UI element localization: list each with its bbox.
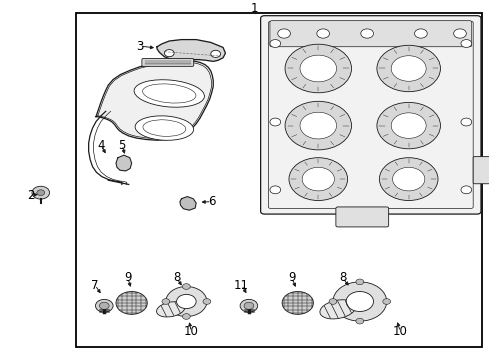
Circle shape [391,56,426,81]
Text: 11: 11 [234,279,249,292]
Circle shape [415,29,427,38]
Circle shape [317,29,330,38]
Circle shape [164,50,174,57]
Text: 10: 10 [184,325,198,338]
Circle shape [116,292,147,314]
Ellipse shape [143,84,196,103]
Circle shape [356,318,364,324]
Text: 8: 8 [173,271,180,284]
Circle shape [383,299,391,304]
FancyBboxPatch shape [270,21,472,47]
Circle shape [461,186,472,194]
Text: 5: 5 [118,139,125,152]
Circle shape [392,167,425,191]
Polygon shape [157,40,225,61]
Circle shape [329,299,337,304]
Circle shape [244,302,254,309]
Ellipse shape [134,80,204,107]
FancyBboxPatch shape [261,16,481,214]
Circle shape [37,190,45,195]
Polygon shape [96,60,213,140]
FancyBboxPatch shape [473,157,490,184]
Bar [76,13,482,347]
Circle shape [285,101,351,150]
Circle shape [166,287,207,316]
Text: 2: 2 [27,189,35,202]
Circle shape [356,279,364,285]
Circle shape [461,118,472,126]
Ellipse shape [143,120,186,136]
Circle shape [300,55,337,82]
Text: 10: 10 [393,325,408,338]
Text: 9: 9 [288,271,295,284]
Circle shape [96,300,113,312]
Circle shape [333,282,387,321]
Ellipse shape [157,302,185,317]
Polygon shape [180,197,196,210]
Circle shape [182,314,190,319]
Circle shape [270,40,281,48]
Circle shape [379,158,438,201]
Circle shape [302,167,334,191]
Circle shape [454,29,466,38]
Circle shape [285,44,351,93]
Text: 9: 9 [124,271,131,284]
Text: 7: 7 [91,279,99,292]
Text: 6: 6 [208,195,216,208]
Circle shape [361,29,373,38]
Circle shape [346,292,373,311]
FancyBboxPatch shape [142,59,194,66]
Circle shape [278,29,291,38]
Text: 8: 8 [339,271,346,284]
Circle shape [377,102,441,149]
Circle shape [289,158,347,201]
Circle shape [162,299,170,304]
Circle shape [182,284,190,289]
Circle shape [461,40,472,48]
Text: 3: 3 [136,40,144,53]
Circle shape [211,50,220,58]
Circle shape [32,186,49,199]
Circle shape [282,292,314,314]
Circle shape [391,113,426,138]
Circle shape [240,300,258,312]
Polygon shape [116,155,132,171]
Circle shape [99,302,109,309]
Circle shape [300,112,337,139]
Text: 1: 1 [251,2,259,15]
Ellipse shape [320,300,356,319]
Circle shape [270,186,281,194]
Circle shape [377,45,441,92]
Ellipse shape [135,116,194,140]
Circle shape [270,118,281,126]
Circle shape [203,299,211,304]
Circle shape [176,294,196,309]
Text: 4: 4 [97,139,104,152]
FancyBboxPatch shape [336,207,389,227]
